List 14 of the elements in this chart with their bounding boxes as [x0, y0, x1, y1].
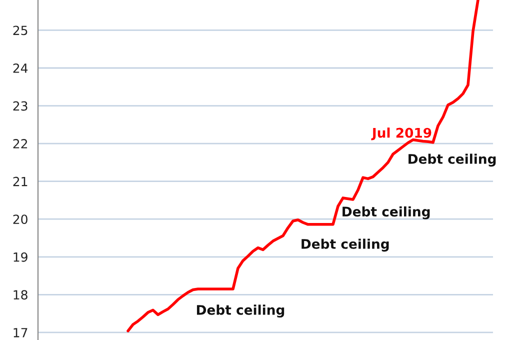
y-tick-label: 17	[14, 328, 28, 338]
annotation: Debt ceiling	[342, 206, 430, 220]
y-tick-label: 22	[13, 139, 28, 148]
y-tick-label: 20	[13, 214, 28, 224]
y-tick-label: 24	[13, 63, 28, 73]
y-tick-label: 18	[14, 290, 28, 300]
y-tick-label: 25	[13, 26, 28, 36]
y-tick-label: 23	[13, 101, 28, 111]
annotation: Debt ceiling	[196, 304, 284, 318]
y-tick-label: 21	[13, 176, 28, 186]
annotation: Debt ceiling	[408, 154, 496, 167]
annotation: Jul 2019	[371, 128, 432, 140]
y-tick-label: 19	[14, 252, 28, 262]
annotation: Debt ceiling	[302, 238, 389, 252]
